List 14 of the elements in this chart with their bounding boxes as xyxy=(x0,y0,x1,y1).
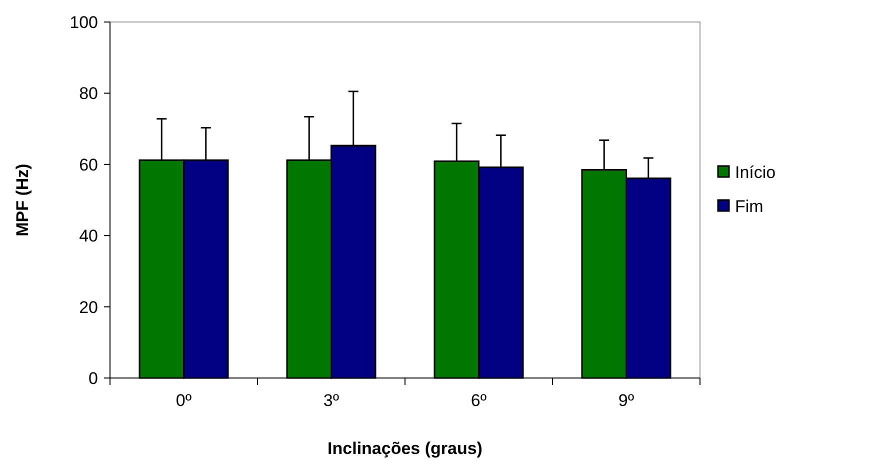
legend-label: Fim xyxy=(735,196,764,216)
y-tick-label: 100 xyxy=(70,12,98,32)
y-tick-label: 80 xyxy=(79,84,98,104)
x-tick-label: 9º xyxy=(618,391,634,410)
x-tick-label: 6º xyxy=(470,391,487,410)
x-tick-label: 3º xyxy=(323,391,340,410)
x-axis-title: Inclinações (graus) xyxy=(328,439,482,458)
x-tick-label: 0º xyxy=(176,391,192,410)
legend-label: Início xyxy=(735,162,776,182)
y-tick-label: 60 xyxy=(79,155,98,174)
y-tick-label: 0 xyxy=(88,368,98,388)
y-tick-label: 40 xyxy=(79,226,98,246)
y-axis-title: MPF (Hz) xyxy=(13,164,32,236)
y-tick-label: 20 xyxy=(79,298,98,317)
